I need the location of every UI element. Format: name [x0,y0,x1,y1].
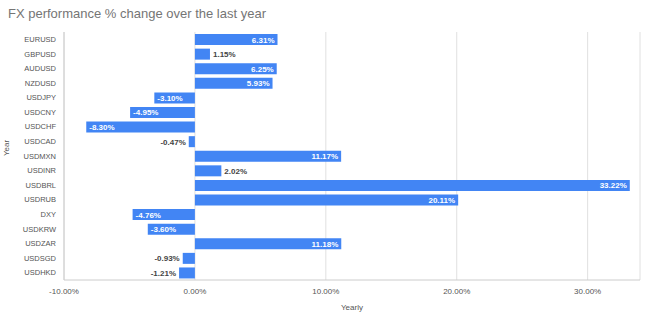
svg-text:USDINR: USDINR [27,166,56,175]
svg-text:USDCNY: USDCNY [24,108,56,117]
svg-text:2.02%: 2.02% [224,167,247,176]
svg-text:USDCHF: USDCHF [25,122,57,131]
html-text:FX performance % change over t: FX performance % change over the last ye… [8,6,266,21]
svg-text:11.17%: 11.17% [311,152,338,161]
svg-text:USDHKD: USDHKD [24,268,56,277]
svg-text:USDZAR: USDZAR [25,239,56,248]
svg-text:USDBRL: USDBRL [26,181,56,190]
svg-text:-0.93%: -0.93% [154,254,179,263]
svg-text:-3.10%: -3.10% [157,94,182,103]
svg-text:-10.00%: -10.00% [49,287,79,296]
svg-text:30.00%: 30.00% [574,287,601,296]
svg-text:6.25%: 6.25% [251,65,274,74]
svg-text:USDRUB: USDRUB [24,195,56,204]
svg-text:11.18%: 11.18% [312,240,339,249]
svg-text:-1.21%: -1.21% [151,269,176,278]
svg-text:EURUSD: EURUSD [24,35,56,44]
svg-text:-3.60%: -3.60% [151,225,176,234]
svg-text:NZDUSD: NZDUSD [25,79,57,88]
svg-text:USDCAD: USDCAD [24,137,56,146]
svg-text:USDSGD: USDSGD [24,254,57,263]
svg-text:DXY: DXY [41,210,56,219]
svg-text:-0.47%: -0.47% [160,138,185,147]
svg-text:10.00%: 10.00% [312,287,339,296]
svg-text:5.93%: 5.93% [247,79,270,88]
svg-text:USDJPY: USDJPY [26,93,56,102]
svg-text:AUDUSD: AUDUSD [24,64,56,73]
svg-text:20.11%: 20.11% [428,196,455,205]
svg-text:6.31%: 6.31% [252,36,275,45]
svg-text:-4.76%: -4.76% [136,211,161,220]
svg-text:-8.30%: -8.30% [89,123,114,132]
svg-text:Year: Year [8,140,11,157]
svg-text:0.00%: 0.00% [184,287,207,296]
svg-text:1.15%: 1.15% [213,50,236,59]
svg-text:33.22%: 33.22% [600,181,627,190]
svg-text:GBPUSD: GBPUSD [24,50,56,59]
svg-text:USDMXN: USDMXN [23,152,56,161]
svg-text:-4.95%: -4.95% [133,108,158,117]
svg-text:USDKRW: USDKRW [23,225,57,234]
svg-text:Yearly: Yearly [341,303,363,312]
svg-text:20.00%: 20.00% [443,287,470,296]
